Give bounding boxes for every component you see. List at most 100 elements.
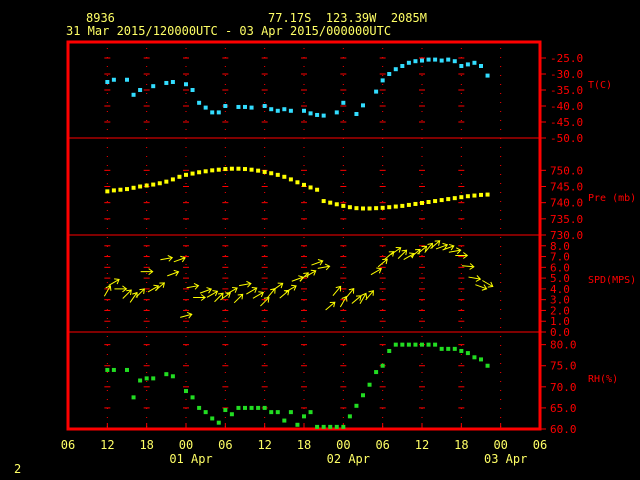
data-point	[446, 346, 451, 351]
station-location: 77.17S 123.39W 2085M	[268, 11, 427, 25]
data-point	[295, 422, 300, 427]
data-point	[125, 77, 129, 82]
wind-arrow	[365, 290, 374, 301]
wind-arrow	[455, 252, 469, 259]
data-point	[249, 167, 254, 172]
data-point	[433, 342, 438, 347]
y-tick-label: 60.0	[550, 423, 577, 436]
data-point	[321, 113, 326, 118]
x-tick-label: 06	[61, 438, 75, 452]
data-point	[426, 57, 431, 62]
data-point	[236, 166, 241, 171]
data-point	[249, 105, 254, 110]
data-point	[170, 374, 175, 379]
data-point	[151, 376, 156, 381]
y-tick-label: -25.0	[550, 52, 583, 65]
data-point	[197, 100, 202, 105]
time-period: 31 Mar 2015/120000UTC - 03 Apr 2015/0000…	[66, 24, 392, 38]
data-point	[439, 346, 444, 351]
data-point	[465, 62, 470, 67]
wind-arrow	[135, 288, 145, 298]
y-tick-label: 75.0	[550, 360, 577, 373]
data-point	[302, 182, 306, 187]
y-axis-label: RH(%)	[588, 374, 618, 385]
data-point	[347, 205, 352, 210]
data-point	[302, 414, 306, 419]
y-tick-label: -50.0	[550, 132, 583, 145]
data-point	[479, 357, 483, 362]
data-point	[459, 348, 464, 353]
wind-arrow	[377, 258, 388, 268]
data-point	[243, 167, 247, 172]
x-tick-label: 18	[297, 438, 311, 452]
data-point	[216, 167, 221, 172]
data-point	[111, 188, 116, 193]
wind-arrow	[180, 311, 193, 319]
data-point	[151, 84, 156, 89]
data-point	[210, 416, 215, 421]
wind-arrow	[272, 282, 284, 291]
wind-arrow	[239, 280, 252, 288]
data-point	[138, 378, 143, 383]
x-tick-label: 00	[336, 438, 350, 452]
data-point	[420, 58, 424, 63]
data-point	[236, 104, 241, 109]
y-tick-label: 735.0	[550, 213, 583, 226]
data-point	[387, 205, 392, 210]
data-point	[210, 110, 215, 115]
data-point	[361, 206, 365, 211]
data-point	[315, 424, 320, 429]
data-point	[144, 183, 149, 188]
wind-arrow	[246, 286, 258, 295]
data-point	[144, 376, 149, 381]
data-point	[138, 88, 143, 92]
data-point	[413, 59, 418, 64]
y-tick-label: 2.0	[550, 304, 570, 317]
data-point	[374, 370, 379, 375]
data-point	[472, 60, 477, 65]
page-number: 2	[14, 462, 22, 476]
data-point	[308, 410, 313, 415]
wind-arrow	[468, 275, 482, 282]
data-point	[354, 206, 359, 211]
data-point	[282, 107, 287, 112]
data-point	[223, 408, 228, 413]
wind-arrow	[359, 292, 368, 305]
data-point	[275, 410, 280, 415]
data-point	[400, 203, 405, 208]
y-axis-label: T(C)	[588, 80, 612, 91]
data-point	[446, 197, 451, 202]
data-point	[288, 108, 293, 113]
data-point	[170, 80, 175, 84]
wind-arrow	[397, 249, 408, 259]
wind-arrow	[325, 301, 336, 311]
data-point	[288, 410, 293, 415]
y-tick-label: 80.0	[550, 339, 577, 352]
data-point	[197, 170, 202, 175]
data-point	[354, 403, 359, 408]
data-point	[374, 206, 379, 211]
wind-arrow	[173, 255, 186, 263]
wind-arrow	[260, 296, 270, 307]
data-point	[164, 372, 169, 377]
data-point	[485, 192, 490, 197]
y-tick-label: 4.0	[550, 283, 570, 296]
wind-arrow	[285, 284, 297, 293]
wind-arrow	[214, 292, 224, 303]
data-point	[439, 58, 444, 63]
wind-arrow	[430, 240, 441, 249]
data-point	[426, 200, 431, 205]
wind-arrow	[167, 269, 180, 277]
data-point	[262, 169, 267, 174]
data-point	[472, 355, 477, 360]
data-point	[125, 367, 129, 372]
data-point	[138, 184, 143, 189]
data-point	[184, 389, 188, 394]
y-axis-label: SPD(MPS)	[588, 275, 636, 286]
data-point	[465, 351, 470, 356]
data-point	[151, 182, 156, 187]
data-point	[216, 420, 221, 425]
data-point	[380, 205, 385, 210]
data-point	[439, 198, 444, 203]
data-point	[216, 110, 221, 115]
